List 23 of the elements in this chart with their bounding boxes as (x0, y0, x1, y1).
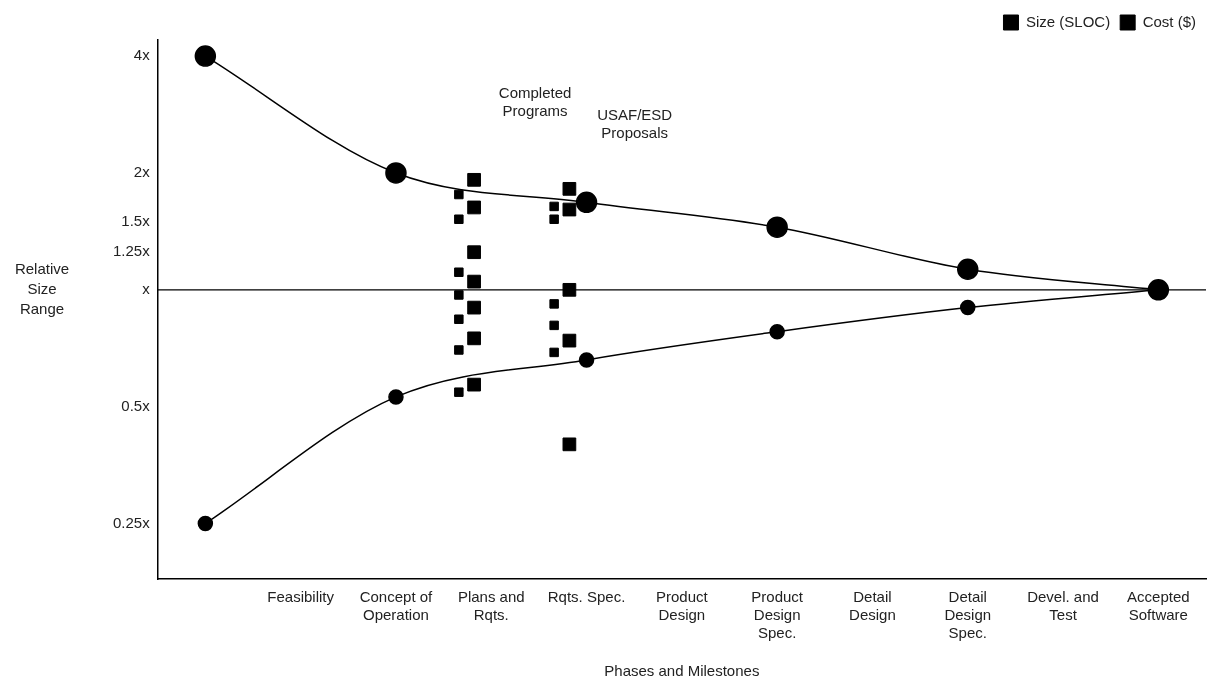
y-tick-label: x (142, 279, 151, 297)
x-tick-label: Devel. and Test (1027, 588, 1099, 624)
y-tick-label: 1.5x (121, 211, 151, 229)
y-tick-label: 2x (133, 163, 151, 181)
y-tick-label: 4x (133, 46, 151, 64)
legend-label: Cost ($) (1142, 12, 1196, 30)
y-tick-label: 1.25x (112, 242, 151, 260)
x-tick-label: Plans and Rqts. (457, 588, 525, 624)
legend-label: Size (SLOC) (1025, 12, 1111, 30)
x-axis-title: Phases and Milestones (604, 662, 760, 680)
x-tick-label: Detail Design (849, 588, 896, 624)
y-tick-label: 0.25x (112, 513, 151, 531)
x-tick-label: Rqts. Spec. (547, 588, 626, 606)
x-tick-label: Detail Design Spec. (944, 588, 992, 642)
x-tick-label: Product Design (656, 588, 709, 624)
annotation: Completed Programs (498, 84, 572, 120)
x-tick-label: Product Design Spec. (751, 588, 804, 642)
x-tick-label: Feasibility (267, 588, 335, 606)
y-axis-title: Relative Size Range (14, 259, 70, 317)
x-tick-label: Accepted Software (1127, 588, 1190, 624)
x-tick-label: Concept of Operation (359, 588, 434, 624)
y-tick-label: 0.5x (121, 396, 151, 414)
annotation: USAF/ESD Proposals (597, 105, 673, 141)
